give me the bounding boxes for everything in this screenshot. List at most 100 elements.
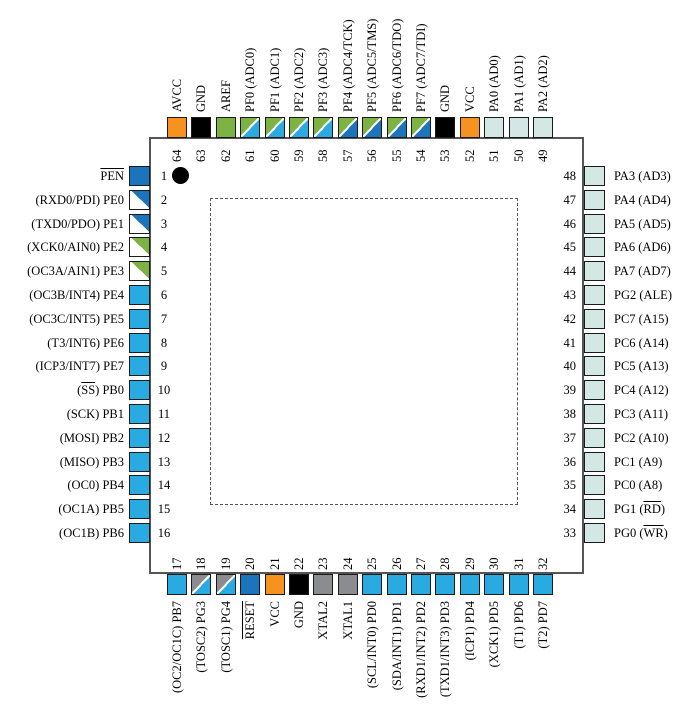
pin-number-12: 12: [157, 430, 171, 445]
pin-label-part: VCC: [267, 601, 282, 627]
pin-label-part: (OC1A) PB5: [58, 502, 124, 517]
pin-label-6: (OC3B/INT4) PE4: [0, 287, 124, 303]
pin-number-34: 34: [563, 502, 577, 517]
pin-square-28: [435, 574, 456, 595]
pin-number-16: 16: [157, 526, 171, 540]
pin-number-55: 55: [389, 149, 404, 163]
pin-label-part: PF3 (ADC3): [316, 47, 331, 112]
pin-label-28: (TXD1/INT3) PD3: [438, 601, 452, 700]
pin-label-61: PF0 (ADC0): [243, 2, 257, 112]
pin-label-part: PG2 (ALE): [614, 288, 672, 302]
pin-label-part: PC3 (A11): [614, 407, 669, 421]
pin-number-22: 22: [292, 557, 306, 571]
pin-square-40: [584, 356, 605, 377]
pin-number-33: 33: [563, 526, 577, 540]
pin-number-53: 53: [438, 149, 453, 163]
pin-label-part: XTAL1: [340, 601, 355, 640]
pin-number-58: 58: [316, 149, 331, 163]
pin-square-31: [508, 574, 529, 595]
pin-square-47: [584, 189, 605, 210]
pin-label-54: PF7 (ADC7/TDI): [414, 2, 428, 112]
pin-number-50: 50: [511, 149, 526, 163]
pin-label-44: PA7 (AD7): [614, 263, 700, 279]
pin-label-part: PC6 (A14): [614, 335, 669, 350]
pin-label-1: PEN: [0, 168, 124, 184]
pin-square-35: [584, 475, 605, 496]
pin-label-part: PA5 (AD5): [614, 216, 671, 231]
pin-label-26: (SDA/INT1) PD1: [390, 601, 404, 700]
pin-label-36: PC1 (A9): [614, 454, 700, 470]
pin-square-38: [584, 404, 605, 424]
pin-label-38: PC3 (A11): [614, 406, 700, 422]
pin-number-2: 2: [160, 192, 168, 207]
pin-label-52: VCC: [463, 2, 477, 112]
pin-label-58: PF3 (ADC3): [316, 2, 330, 112]
pin-label-14: (OC0) PB4: [0, 477, 124, 493]
pin-square-13: [129, 451, 150, 472]
pin-label-part: (RXD0/PDI) PE0: [35, 192, 124, 207]
pin-label-part: PF0 (ADC0): [243, 47, 258, 112]
pin-label-12: (MOSI) PB2: [0, 430, 124, 446]
pin-label-overlined-part: RESET: [243, 601, 258, 640]
pin-square-46: [584, 213, 605, 234]
pin-square-60: [264, 117, 285, 138]
pin-label-16: (OC1B) PB6: [0, 525, 124, 541]
pin-label-47: PA4 (AD4): [614, 192, 700, 208]
pin-number-4: 4: [160, 240, 168, 255]
pin-number-17: 17: [170, 557, 184, 571]
pin-label-8: (T3/INT6) PE6: [0, 335, 124, 351]
pin-label-part: PA7 (AD7): [614, 264, 671, 279]
pin-label-part: ): [663, 526, 668, 540]
pin-square-56: [362, 117, 383, 138]
pin-label-40: PC5 (A13): [614, 358, 700, 374]
pin-square-59: [289, 117, 309, 138]
pin-number-21: 21: [267, 557, 282, 571]
pin-square-48: [584, 166, 605, 186]
pin-label-part: PA2 (AD2): [536, 55, 550, 112]
pin-label-13: (MISO) PB3: [0, 454, 124, 470]
pin-label-part: PC5 (A13): [614, 359, 669, 374]
pin-label-part: PF7 (ADC7/TDI): [414, 23, 428, 112]
pin-label-37: PC2 (A10): [614, 430, 700, 446]
pin-number-40: 40: [563, 359, 577, 374]
pin-number-56: 56: [365, 149, 380, 163]
pin-label-part: (SCL/INT0) PD0: [365, 601, 380, 689]
pin-label-part: PC7 (A15): [614, 311, 669, 326]
pin-label-20: RESET: [243, 601, 257, 700]
pin-label-part: (OC0) PB4: [67, 478, 124, 493]
pin-square-18: [191, 574, 212, 595]
pin-label-part: (MOSI) PB2: [59, 430, 124, 445]
pin-square-51: [484, 117, 505, 138]
pin-square-32: [533, 574, 553, 595]
pin-label-3: (TXD0/PDO) PE1: [0, 216, 124, 232]
pin-square-49: [533, 117, 553, 138]
pin-label-10: (SS) PB0: [0, 382, 124, 398]
pin-square-26: [386, 574, 407, 595]
pin-label-part: VCC: [462, 86, 477, 112]
pin-number-15: 15: [157, 502, 171, 517]
pin-square-54: [411, 117, 431, 138]
pin-number-11: 11: [157, 407, 171, 421]
pin-number-13: 13: [157, 454, 171, 469]
pin-label-part: PC0 (A8): [614, 478, 663, 493]
pin-label-part: PF2 (ADC2): [292, 47, 306, 112]
pin-label-62: AREF: [219, 2, 233, 112]
pin-label-part: PG1 (: [614, 502, 644, 517]
pin-label-51: PA0 (AD0): [487, 2, 501, 112]
pin-label-15: (OC1A) PB5: [0, 501, 124, 517]
pin-square-11: [129, 404, 150, 424]
pin-square-17: [167, 574, 187, 595]
pin-label-45: PA6 (AD6): [614, 239, 700, 255]
pin-square-63: [191, 117, 212, 138]
pin-square-24: [337, 574, 358, 595]
pin-label-9: (ICP3/INT7) PE7: [0, 358, 124, 374]
pin-label-part: (T1) PD6: [511, 601, 526, 649]
pin-square-64: [167, 117, 187, 138]
pin-square-57: [337, 117, 358, 138]
pin-label-64: AVCC: [170, 2, 184, 112]
pin-number-27: 27: [414, 557, 428, 571]
pin-number-54: 54: [414, 149, 428, 163]
pin-label-31: (T1) PD6: [512, 601, 526, 700]
pin-label-32: (T2) PD7: [536, 601, 550, 700]
